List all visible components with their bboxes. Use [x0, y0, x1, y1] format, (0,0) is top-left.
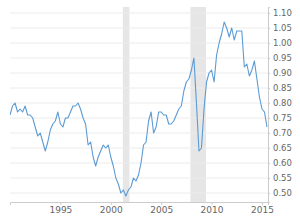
x-tick-label: 2010	[201, 205, 224, 215]
x-axis: 1995 2000 2005 2010 2015	[11, 202, 274, 215]
y-tick: 0.50	[268, 188, 292, 198]
x-tick-label: 2000	[100, 205, 123, 215]
y-tick-label: 1.10	[273, 8, 292, 18]
y-tick-mark	[268, 193, 270, 194]
x-tick-label: 1995	[49, 205, 72, 215]
y-tick-mark	[268, 118, 270, 119]
grid-line	[10, 58, 268, 59]
y-tick-label: 0.55	[273, 173, 292, 183]
grid-line	[10, 163, 268, 164]
x-tick: 1995	[49, 202, 72, 215]
recession-bands	[123, 7, 206, 202]
y-tick-label: 1.05	[273, 23, 292, 33]
grid-line	[10, 73, 268, 74]
y-tick-label: 0.70	[273, 128, 292, 138]
grid-line	[10, 13, 268, 14]
x-tick: 2015	[251, 202, 274, 215]
grid-line	[10, 133, 268, 134]
y-tick: 1.10	[268, 8, 292, 18]
y-axis: 0.50 0.55 0.60 0.65 0.70 0.75 0.80 0.85 0.90 0.95…	[268, 8, 292, 203]
y-tick-label: 0.90	[273, 68, 292, 78]
y-tick: 0.75	[268, 113, 292, 123]
x-tick-label: 2015	[251, 205, 274, 215]
series-line	[10, 22, 267, 196]
y-tick-mark	[268, 148, 270, 149]
grid-line	[10, 103, 268, 104]
y-tick-mark	[268, 178, 270, 179]
grid-line	[10, 28, 268, 29]
y-tick-mark	[268, 43, 270, 44]
y-tick-label: 0.65	[273, 143, 292, 153]
y-tick: 0.90	[268, 68, 292, 78]
y-tick: 0.65	[268, 143, 292, 153]
grid-line	[10, 43, 268, 44]
y-tick-label: 0.60	[273, 158, 292, 168]
x-tick: 2010	[201, 202, 224, 215]
y-tick-mark	[268, 163, 270, 164]
plot-area	[10, 22, 267, 196]
grid-line	[10, 118, 268, 119]
recession-band	[190, 7, 206, 202]
y-tick-label: 1.00	[273, 38, 292, 48]
grid	[10, 13, 268, 193]
y-tick-mark	[268, 103, 270, 104]
y-tick-label: 0.75	[273, 113, 292, 123]
y-tick-label: 0.80	[273, 98, 292, 108]
y-tick-mark	[268, 28, 270, 29]
y-tick-label: 0.50	[273, 188, 292, 198]
y-tick: 0.95	[268, 53, 292, 63]
y-tick-mark	[268, 13, 270, 14]
y-tick: 1.00	[268, 38, 292, 48]
x-tick: 2000	[100, 202, 123, 215]
grid-line	[10, 148, 268, 149]
y-axis-line	[269, 8, 271, 203]
y-tick: 1.05	[268, 23, 292, 33]
y-tick: 0.85	[268, 83, 292, 93]
y-tick: 0.80	[268, 98, 292, 108]
grid-line	[10, 178, 268, 179]
chart: 1995 2000 2005 2010 2015 0.50 0.55 0.60 0.65 0.70…	[0, 0, 300, 217]
y-tick: 0.70	[268, 128, 292, 138]
x-tick: 2005	[150, 202, 173, 215]
y-tick-mark	[268, 58, 270, 59]
y-tick: 0.55	[268, 173, 292, 183]
y-tick-mark	[268, 133, 270, 134]
x-tick-label: 2005	[150, 205, 173, 215]
grid-line	[10, 88, 268, 89]
y-tick: 0.60	[268, 158, 292, 168]
y-tick-mark	[268, 73, 270, 74]
y-tick-label: 0.95	[273, 53, 292, 63]
y-tick-label: 0.85	[273, 83, 292, 93]
recession-band	[123, 7, 130, 202]
y-tick-mark	[268, 88, 270, 89]
grid-line	[10, 193, 268, 194]
